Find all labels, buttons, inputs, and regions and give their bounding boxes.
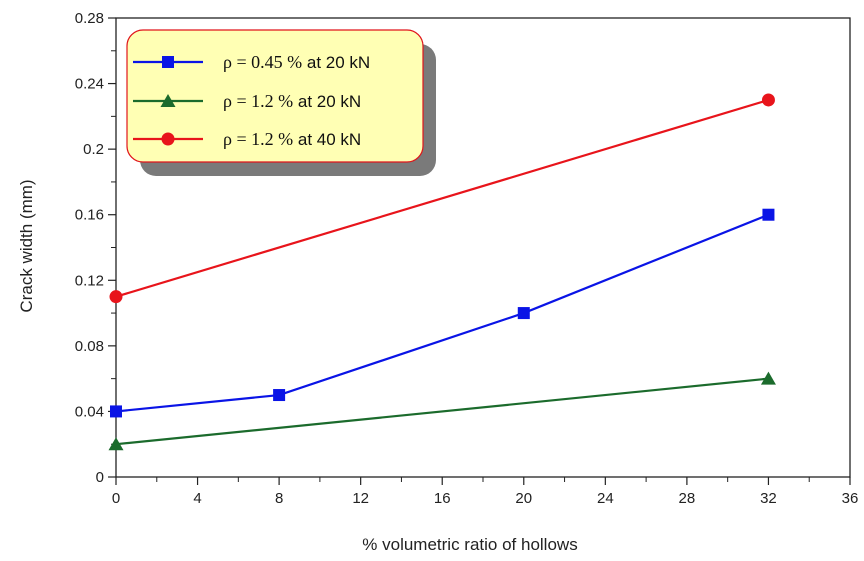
square-marker [273, 389, 286, 402]
series-3 [109, 93, 775, 304]
x-axis-title: % volumetric ratio of hollows [362, 535, 577, 554]
legend-load: at 40 kN [293, 130, 361, 149]
series-line [115, 377, 769, 446]
legend-load: at 20 kN [293, 92, 361, 111]
y-tick-label: 0.24 [75, 76, 104, 93]
x-tick-label: 32 [760, 490, 777, 507]
x-tick-label: 12 [352, 490, 369, 507]
x-tick-label: 20 [515, 490, 532, 507]
legend-entry-2: ρ = 1.2 % at 20 kN [133, 91, 361, 111]
x-tick-label: 24 [597, 490, 614, 507]
legend-label: ρ = 1.2 % at 20 kN [223, 91, 361, 111]
circle-marker [161, 132, 175, 146]
y-tick-label: 0.08 [75, 338, 104, 355]
legend-rho-value: ρ = 0.45 % [223, 52, 302, 72]
y-tick-label: 0.12 [75, 272, 104, 289]
y-tick-label: 0 [96, 469, 104, 486]
x-tick-label: 16 [434, 490, 451, 507]
square-marker [162, 56, 174, 68]
legend-rho-value: ρ = 1.2 % [223, 129, 293, 149]
triangle-marker [760, 371, 776, 385]
series-layer [108, 93, 776, 451]
y-tick-label: 0.2 [83, 141, 104, 158]
triangle-marker [160, 94, 176, 107]
circle-marker [761, 93, 775, 107]
square-marker [110, 405, 122, 418]
series-2 [108, 371, 776, 451]
x-tick-label: 36 [842, 490, 859, 507]
square-marker [517, 307, 530, 320]
x-tick-label: 0 [112, 490, 120, 507]
y-axis-title: Crack width (mm) [17, 179, 36, 312]
triangle-marker [108, 437, 124, 451]
x-tick-label: 8 [275, 490, 283, 507]
square-marker [762, 208, 775, 221]
circle-marker [109, 290, 123, 304]
y-tick-label: 0.04 [75, 403, 104, 420]
legend-label: ρ = 0.45 % at 20 kN [223, 52, 370, 72]
x-tick-label: 28 [679, 490, 696, 507]
axis-ticks: 0 4 8 12 16 20 24 28 32 36 0 0.04 0.08 0.12 0.16 0.2 0.2… [75, 10, 859, 507]
series-line [115, 98, 769, 298]
legend-rho-value: ρ = 1.2 % [223, 91, 293, 111]
y-tick-label: 0.28 [75, 10, 104, 27]
series-1 [110, 208, 775, 418]
legend-entry-1: ρ = 0.45 % at 20 kN [133, 52, 370, 72]
y-tick-label: 0.16 [75, 207, 104, 224]
legend-label: ρ = 1.2 % at 40 kN [223, 129, 361, 149]
series-line [115, 213, 769, 413]
legend: ρ = 0.45 % at 20 kNρ = 1.2 % at 20 kNρ =… [126, 29, 436, 176]
legend-load: at 20 kN [302, 53, 370, 72]
x-tick-label: 4 [193, 490, 201, 507]
legend-entry-3: ρ = 1.2 % at 40 kN [133, 129, 361, 149]
